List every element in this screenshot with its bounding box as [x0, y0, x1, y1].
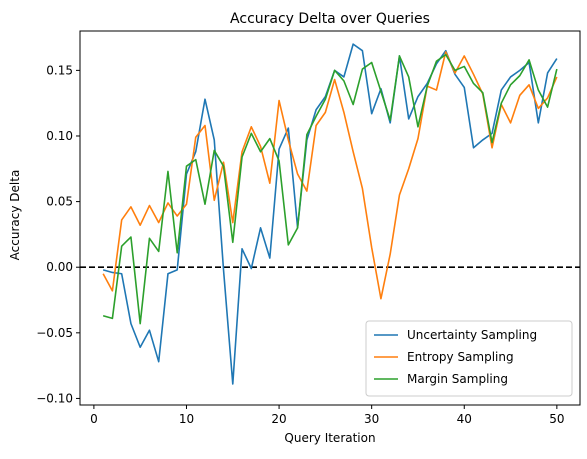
- legend-label: Entropy Sampling: [407, 350, 514, 364]
- legend-box: [365, 320, 573, 397]
- y-tick-label: 0.00: [46, 260, 73, 274]
- x-tick-label: 40: [457, 412, 472, 426]
- x-axis-label: Query Iteration: [284, 431, 375, 445]
- legend: Uncertainty Sampling Entropy Sampling Marg…: [365, 320, 573, 397]
- x-tick-label: 10: [179, 412, 194, 426]
- y-axis-label: Accuracy Delta: [8, 170, 22, 261]
- series-line-margin-sampling: [102, 53, 558, 325]
- y-tick-label: 0.15: [46, 63, 73, 77]
- x-tick-label: 20: [271, 412, 286, 426]
- x-tick-label: 0: [90, 412, 98, 426]
- y-tick-label: −0.05: [36, 326, 73, 340]
- x-tick-label: 30: [364, 412, 379, 426]
- chart-title: Accuracy Delta over Queries: [230, 11, 430, 27]
- y-tick-label: 0.10: [46, 129, 73, 143]
- legend-label: Margin Sampling: [407, 372, 508, 386]
- x-tick-label: 50: [549, 412, 564, 426]
- y-tick-label: 0.05: [46, 195, 73, 209]
- y-tick-label: −0.10: [36, 391, 73, 405]
- axis-ticks: 0 10 20 30 40 50 −0.10 −0.05 0.00 0.05 0.10 0.15: [36, 63, 564, 426]
- legend-label: Uncertainty Sampling: [407, 328, 537, 342]
- axes-frame: [79, 30, 581, 406]
- plot-area: [80, 43, 580, 385]
